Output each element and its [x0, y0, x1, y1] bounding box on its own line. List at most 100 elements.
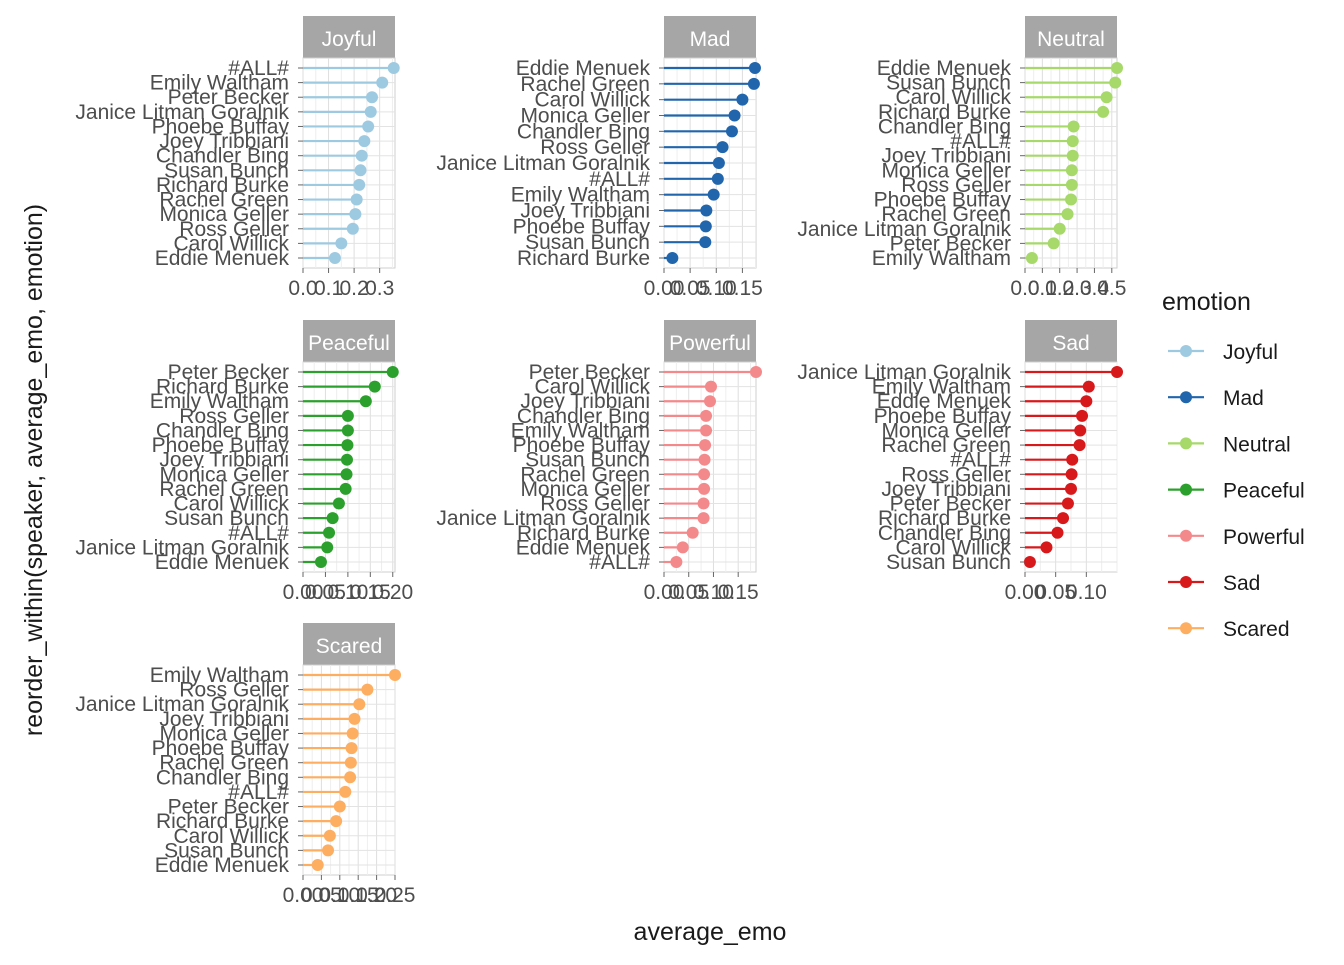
y-tick-label: Emily Waltham: [150, 664, 289, 687]
y-tick-label: Carol Willick: [174, 493, 290, 516]
x-tick-label: 0.20: [356, 884, 397, 907]
y-tick-label: Carol Willick: [896, 536, 1012, 559]
y-tick-label: Richard Burke: [156, 810, 289, 833]
x-tick-label: 0.00: [644, 277, 685, 300]
lollipop-point: [697, 497, 710, 510]
lollipop-point: [704, 395, 716, 408]
x-tick-label: 0.05: [301, 884, 342, 907]
lollipop-point: [349, 208, 362, 221]
y-tick-label: Rachel Green: [881, 434, 1011, 457]
y-tick-label: Peter Becker: [168, 796, 289, 819]
lollipop-point: [335, 237, 348, 250]
legend-key-point: [1180, 483, 1192, 496]
lollipop-point: [700, 424, 713, 437]
y-tick-label: Ross Geller: [901, 174, 1011, 197]
y-tick-label: Chandler Bing: [156, 766, 289, 789]
lollipop-point: [355, 149, 368, 162]
y-tick-label: Richard Burke: [156, 376, 289, 399]
y-tick-label: #ALL#: [228, 57, 289, 80]
y-tick-label: Rachel Green: [159, 478, 289, 501]
facet-panel-background: [1024, 57, 1118, 269]
lollipop-point: [366, 91, 378, 104]
lollipop-point: [339, 482, 352, 495]
lollipop-point: [359, 395, 372, 408]
y-tick-label: Monica Geller: [159, 463, 289, 486]
y-tick-label: Peter Becker: [168, 86, 289, 109]
lollipop-point: [311, 859, 324, 871]
x-tick-label: 0.1: [1028, 277, 1057, 300]
y-tick-label: Janice Litman Goralnik: [797, 361, 1011, 384]
legend-label: Sad: [1223, 572, 1260, 595]
x-tick-label: 0.10: [327, 581, 368, 604]
lollipop-point: [322, 844, 335, 857]
lollipop-point: [700, 409, 713, 422]
y-tick-label: Emily Waltham: [872, 376, 1011, 399]
x-axis-title: average_emo: [634, 918, 787, 946]
facet-panel-background: [663, 361, 757, 573]
y-tick-label: Susan Bunch: [886, 72, 1011, 95]
legend-item-joyful: Joyful: [1168, 341, 1278, 364]
lollipop-point: [707, 188, 720, 201]
lollipop-point: [1066, 149, 1079, 162]
lollipop-point: [1023, 556, 1036, 568]
y-tick-label: Richard Burke: [878, 101, 1011, 124]
lollipop-point: [712, 157, 725, 169]
legend-key-point: [1180, 437, 1192, 450]
y-tick-label: Carol Willick: [174, 825, 290, 848]
y-tick-label: Susan Bunch: [525, 449, 650, 472]
facet-strip: [303, 320, 395, 362]
lollipop-point: [736, 93, 749, 106]
lollipop-point: [344, 771, 357, 784]
y-tick-label: Ross Geller: [901, 463, 1011, 486]
x-tick-label: 0.2: [1045, 277, 1074, 300]
facet-strip-label: Mad: [690, 28, 731, 51]
lollipop-point: [330, 815, 343, 828]
y-tick-label: Ross Geller: [179, 679, 289, 702]
x-tick-label: 0.00: [283, 581, 324, 604]
lollipop-point: [1065, 468, 1078, 481]
lollipop-point: [728, 109, 741, 122]
lollipop-point: [704, 380, 717, 393]
x-tick-label: 0.5: [1097, 277, 1126, 300]
y-tick-label: Janice Litman Goralnik: [75, 101, 289, 124]
lollipop-point: [326, 512, 339, 525]
y-tick-label: Susan Bunch: [886, 551, 1011, 574]
lollipop-point: [711, 172, 724, 185]
y-tick-label: Peter Becker: [890, 232, 1011, 255]
lollipop-point: [340, 468, 353, 481]
y-tick-label: Emily Waltham: [150, 72, 289, 95]
lollipop-point: [1057, 512, 1070, 525]
lollipop-point: [350, 193, 363, 206]
y-tick-label: Rachel Green: [881, 203, 1011, 226]
y-tick-label: Emily Waltham: [511, 419, 650, 442]
facet-strip-label: Powerful: [669, 332, 751, 355]
lollipop-point: [697, 512, 710, 525]
y-axis-title: reorder_within(speaker, average_emo, emo…: [20, 204, 48, 736]
lollipop-point: [332, 497, 345, 510]
y-tick-label: Carol Willick: [535, 89, 651, 112]
y-tick-label: Phoebe Buffay: [513, 434, 651, 457]
y-tick-label: Monica Geller: [881, 419, 1011, 442]
x-tick-label: 0.05: [670, 277, 711, 300]
y-tick-label: Phoebe Buffay: [152, 737, 290, 760]
lollipop-point: [1066, 453, 1079, 466]
lollipop-point: [1111, 62, 1123, 74]
lollipop-point: [1047, 237, 1060, 250]
lollipop-point: [699, 236, 712, 249]
lollipop-point: [1076, 409, 1089, 422]
lollipop-point: [368, 380, 381, 393]
lollipop-point: [666, 252, 679, 264]
legend-key-point: [1180, 622, 1192, 635]
lollipop-point: [341, 409, 354, 422]
legend-item-sad: Sad: [1168, 572, 1260, 595]
y-tick-label: #ALL#: [228, 781, 289, 804]
lollipop-point: [348, 712, 361, 725]
lollipop-point: [699, 439, 712, 452]
lollipop-point: [1025, 252, 1038, 264]
